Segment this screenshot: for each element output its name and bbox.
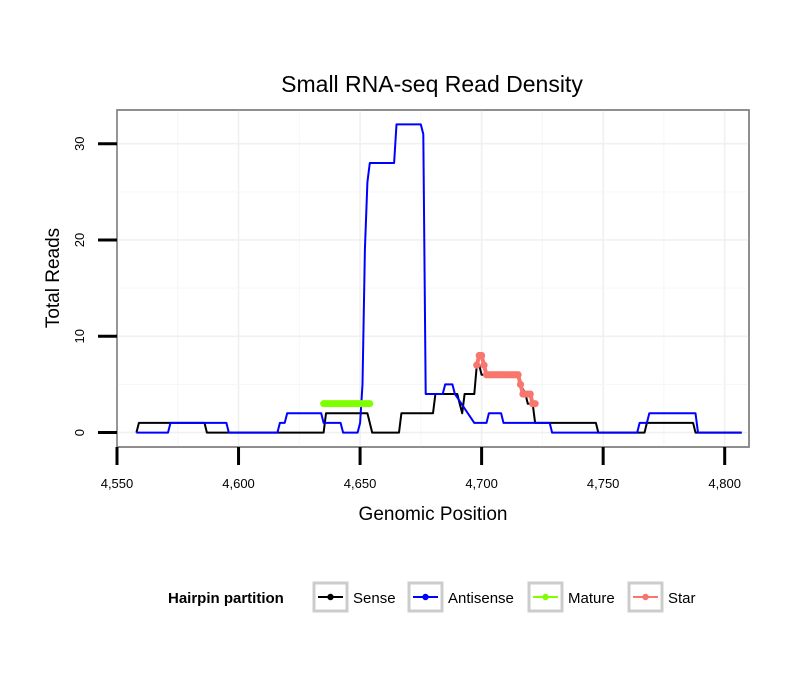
star-point xyxy=(531,400,539,408)
star-point xyxy=(526,390,534,398)
x-tick-label: 4,700 xyxy=(465,476,498,491)
x-tick-label: 4,750 xyxy=(587,476,620,491)
y-tick-label: 10 xyxy=(72,329,87,343)
y-axis: 0 10 20 30 xyxy=(72,136,117,436)
y-tick-label: 0 xyxy=(72,429,87,436)
legend-key-point xyxy=(327,593,334,601)
legend-key-point xyxy=(642,593,649,601)
star-point xyxy=(478,351,486,360)
legend-key-point xyxy=(542,593,549,601)
plot-panel xyxy=(116,109,750,448)
chart-title: Small RNA-seq Read Density xyxy=(281,71,583,97)
star-point xyxy=(473,361,481,369)
x-tick-label: 4,600 xyxy=(222,476,255,491)
legend-key-point xyxy=(422,593,429,601)
legend-item-sense: Sense xyxy=(312,581,396,613)
antisense-series-line xyxy=(136,123,742,434)
x-tick-label: 4,650 xyxy=(344,476,377,491)
legend-title: Hairpin partition xyxy=(168,590,284,607)
sense-series-line xyxy=(135,364,742,434)
x-axis-title: Genomic Position xyxy=(359,504,508,525)
plot-border xyxy=(116,109,750,448)
x-tick-label: 4,550 xyxy=(101,476,134,491)
y-tick-label: 30 xyxy=(72,136,87,150)
star-point xyxy=(516,380,525,389)
legend-label-mature: Mature xyxy=(568,590,615,607)
legend: Hairpin partition Sense Antisense Mature St… xyxy=(168,581,696,613)
legend-item-star: Star xyxy=(627,581,696,613)
legend-label-star: Star xyxy=(668,590,696,607)
legend-label-sense: Sense xyxy=(353,590,396,607)
legend-item-antisense: Antisense xyxy=(407,581,514,613)
legend-label-antisense: Antisense xyxy=(448,590,514,607)
legend-item-mature: Mature xyxy=(527,581,615,613)
star-point xyxy=(480,361,488,369)
x-axis: 4,550 4,600 4,650 4,700 4,750 4,800 xyxy=(101,447,741,491)
series-layer xyxy=(135,123,742,434)
y-tick-label: 20 xyxy=(72,233,87,247)
y-axis-title: Total Reads xyxy=(43,228,64,328)
x-tick-label: 4,800 xyxy=(708,476,741,491)
star-point xyxy=(514,371,522,379)
